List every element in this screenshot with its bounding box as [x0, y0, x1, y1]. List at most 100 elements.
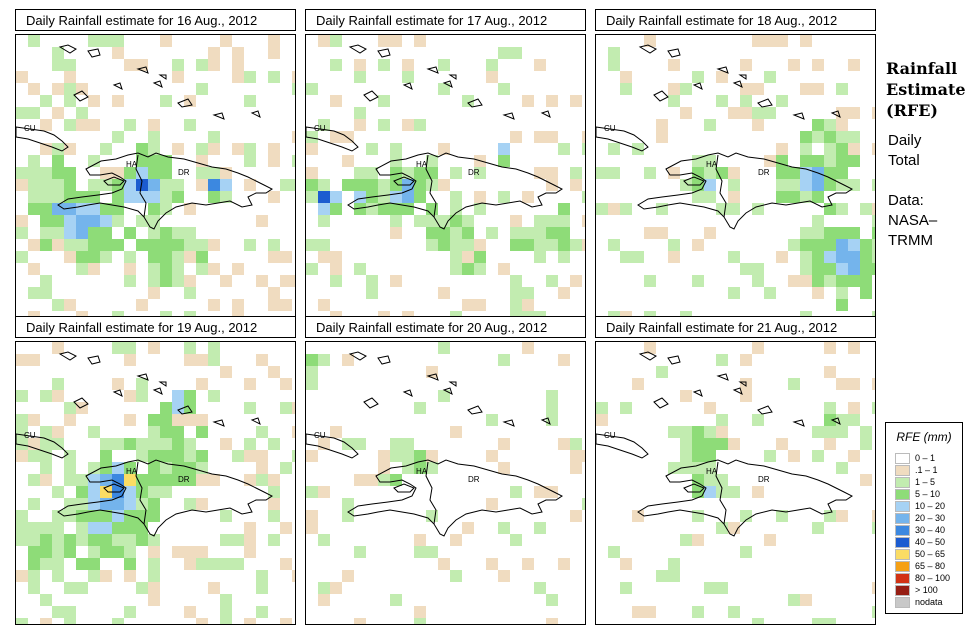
rainfall-cell [244, 474, 256, 486]
rainfall-cell [752, 107, 764, 119]
rainfall-cell [354, 191, 366, 203]
rainfall-cell [292, 71, 295, 83]
rainfall-cell [776, 438, 788, 450]
rainfall-cell [824, 263, 836, 275]
rainfall-cell [704, 179, 716, 191]
rainfall-cell [354, 119, 366, 131]
rainfall-cell [184, 450, 196, 462]
rainfall-cell [402, 59, 414, 71]
rainfall-cell [88, 546, 100, 558]
rainfall-cell [692, 426, 704, 438]
rainfall-cell [812, 239, 824, 251]
rainfall-cell [208, 131, 220, 143]
rainfall-cell [208, 474, 220, 486]
rainfall-cell [124, 498, 136, 510]
rainfall-cell [764, 71, 776, 83]
rainfall-cell [582, 498, 585, 510]
rainfall-cell [836, 227, 848, 239]
island-coastline [638, 351, 657, 361]
rainfall-cell [860, 251, 872, 263]
island-coastline [692, 389, 703, 397]
rainfall-cell [40, 119, 52, 131]
rainfall-cell [390, 155, 402, 167]
island-coastline [638, 44, 657, 54]
rainfall-cell [354, 438, 366, 450]
rainfall-cell [208, 47, 220, 59]
rainfall-cell [558, 354, 570, 366]
rainfall-cell [16, 227, 28, 239]
rainfall-cell [318, 35, 330, 47]
rainfall-cell [558, 239, 570, 251]
rainfall-cell [100, 227, 112, 239]
rainfall-cell [232, 299, 244, 311]
rainfall-cell [124, 227, 136, 239]
rainfall-cell [268, 287, 280, 299]
rainfall-cell [88, 155, 100, 167]
rainfall-cell [184, 414, 196, 426]
island-coastline [448, 74, 457, 80]
rainfall-cell [522, 558, 534, 570]
rainfall-cell [208, 143, 220, 155]
rainfall-cell [620, 582, 632, 594]
island-coastline [177, 405, 193, 415]
rainfall-cell [88, 498, 100, 510]
rainfall-cell [378, 450, 390, 462]
rainfall-cell [88, 510, 100, 522]
rainfall-cell [136, 143, 148, 155]
rainfall-cell [680, 426, 692, 438]
rainfall-cell [486, 498, 498, 510]
rainfall-cell [28, 570, 40, 582]
island-coastline [830, 110, 841, 118]
rainfall-cell [112, 462, 124, 474]
rainfall-cell [450, 534, 462, 546]
rainfall-cell [256, 215, 268, 227]
rainfall-cell [124, 558, 136, 570]
rainfall-cell [76, 239, 88, 251]
rainfall-cell [728, 107, 740, 119]
legend-swatch [895, 513, 910, 524]
rainfall-cell [872, 402, 875, 414]
rainfall-cell [244, 179, 256, 191]
rainfall-cell [292, 402, 295, 414]
rainfall-cell [860, 474, 872, 486]
rainfall-cell [256, 462, 268, 474]
rainfall-cell [28, 155, 40, 167]
rainfall-cell [244, 402, 256, 414]
rainfall-cell [330, 426, 342, 438]
rainfall-cell [656, 119, 668, 131]
rainfall-cell [172, 438, 184, 450]
rainfall-cell [836, 107, 848, 119]
rainfall-cell [184, 95, 196, 107]
rainfall-cell [546, 215, 558, 227]
island-coastline [177, 98, 193, 108]
rainfall-cell [318, 119, 330, 131]
rainfall-cell [160, 474, 172, 486]
rainfall-cell [668, 558, 680, 570]
island-coastline [738, 381, 747, 387]
rainfall-cell [522, 342, 534, 354]
rainfall-cell [354, 546, 366, 558]
rainfall-cell [680, 390, 692, 402]
rainfall-cell [292, 426, 295, 438]
rainfall-cell [280, 402, 292, 414]
rainfall-cell [740, 354, 752, 366]
rainfall-cell [306, 83, 318, 95]
rainfall-cell [378, 311, 390, 317]
rainfall-cell [728, 606, 740, 618]
rainfall-cell [680, 311, 692, 317]
rainfall-cell [28, 191, 40, 203]
rainfall-cell [558, 227, 570, 239]
rainfall-cell [800, 83, 812, 95]
rainfall-cell [112, 474, 124, 486]
rainfall-cell [172, 239, 184, 251]
rainfall-cell [100, 534, 112, 546]
rainfall-cell [680, 534, 692, 546]
rainfall-cell [824, 438, 836, 450]
rainfall-cell [402, 71, 414, 83]
rainfall-cell [704, 119, 716, 131]
island-coastline [540, 110, 551, 118]
rainfall-cell [668, 95, 680, 107]
rainfall-cell [40, 287, 52, 299]
rainfall-cell [244, 71, 256, 83]
rainfall-cell [450, 215, 462, 227]
